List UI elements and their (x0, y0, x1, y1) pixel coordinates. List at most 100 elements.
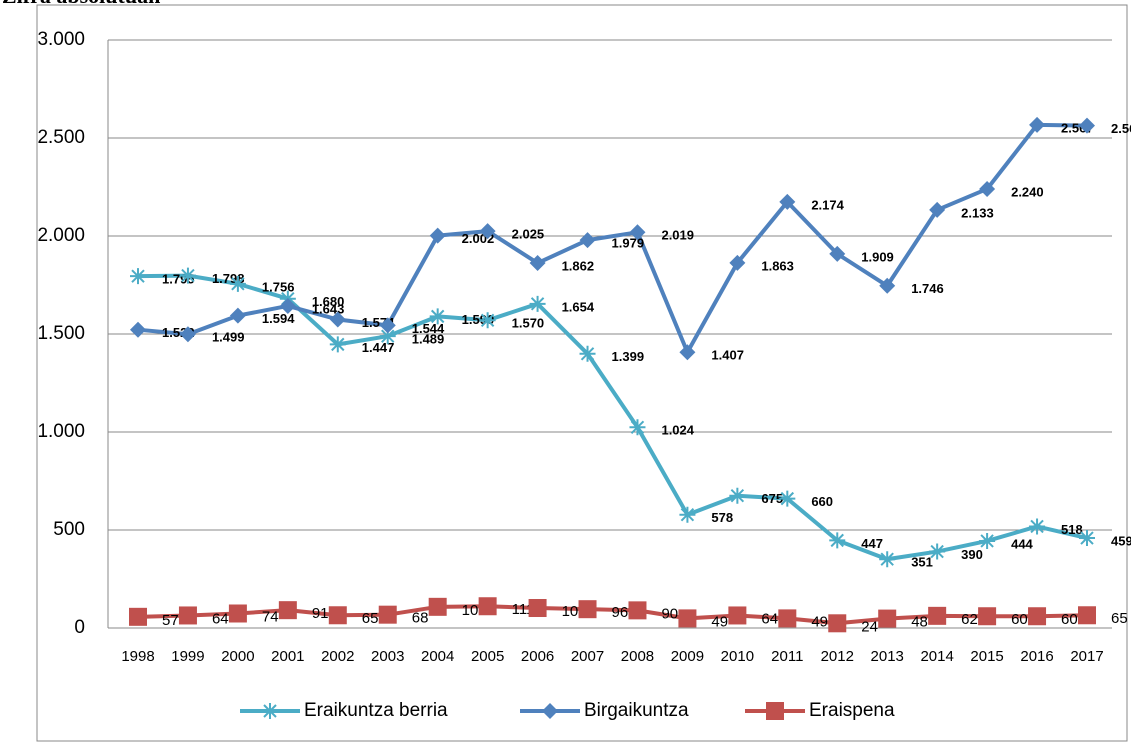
x-tick-label: 2011 (771, 648, 803, 665)
marker (329, 336, 346, 353)
marker (729, 254, 746, 271)
data-label: 62 (961, 611, 978, 628)
marker (929, 543, 946, 560)
data-label: 1.756 (262, 279, 295, 294)
data-label: 49 (711, 613, 728, 630)
marker (728, 606, 747, 625)
data-label: 57 (162, 612, 179, 629)
data-label: 2.240 (1011, 184, 1044, 199)
marker (929, 201, 946, 218)
data-label: 518 (1061, 522, 1083, 537)
data-label: 1.447 (362, 340, 395, 355)
marker (542, 703, 558, 719)
x-tick-label: 2002 (321, 648, 354, 665)
marker (879, 551, 896, 568)
x-tick-label: 1998 (121, 648, 154, 665)
y-tick-label: 2.500 (37, 127, 85, 148)
x-tick-label: 2016 (1020, 648, 1053, 665)
marker (678, 609, 697, 628)
marker (529, 255, 546, 272)
marker (779, 193, 796, 210)
data-label: 1.489 (412, 332, 445, 347)
data-label: 60 (1061, 611, 1078, 628)
marker (179, 267, 196, 284)
data-label: 96 (612, 604, 629, 621)
data-label: 578 (711, 510, 733, 525)
marker (829, 245, 846, 262)
data-label: 65 (362, 610, 379, 627)
marker (629, 419, 646, 436)
data-label: 390 (961, 547, 983, 562)
data-label: 1.407 (711, 348, 744, 363)
chart-title: Zifra absolutuan (2, 0, 160, 8)
marker (1029, 518, 1046, 535)
marker (262, 703, 278, 719)
marker (179, 326, 196, 343)
marker (429, 227, 446, 244)
x-tick-label: 2001 (271, 648, 304, 665)
y-tick-label: 500 (53, 519, 85, 540)
y-tick-label: 1.500 (37, 323, 85, 344)
marker (1028, 607, 1047, 626)
legend-label: Birgaikuntza (584, 700, 689, 721)
data-label: 660 (811, 494, 833, 509)
marker (228, 604, 247, 623)
marker (629, 224, 646, 241)
marker (579, 345, 596, 362)
data-label: 1.746 (911, 281, 944, 296)
data-label: 90 (661, 605, 678, 622)
marker (279, 297, 296, 314)
marker (529, 295, 546, 312)
x-tick-label: 2013 (871, 648, 904, 665)
data-label: 1.643 (312, 301, 345, 316)
marker (928, 606, 947, 625)
marker (130, 321, 146, 338)
x-tick-label: 2014 (920, 648, 953, 665)
data-label: 48 (911, 614, 928, 631)
data-label: 1.680 (312, 294, 345, 309)
data-label: 74 (262, 608, 279, 625)
x-tick-label: 2012 (821, 648, 854, 665)
marker (1079, 117, 1095, 134)
x-tick-label: 2006 (521, 648, 554, 665)
marker (628, 601, 647, 620)
data-label: 1.863 (761, 258, 794, 273)
marker (479, 312, 496, 329)
data-label: 447 (861, 536, 883, 551)
marker (828, 614, 847, 633)
data-label: 1.024 (661, 423, 694, 438)
data-label: 60 (1011, 611, 1028, 628)
marker (979, 180, 996, 197)
y-tick-label: 2.000 (37, 225, 85, 246)
marker (1079, 530, 1095, 547)
marker (229, 307, 246, 324)
marker (829, 532, 846, 549)
data-label: 49 (811, 613, 828, 630)
y-tick-label: 0 (74, 617, 85, 638)
y-tick-label: 1.000 (37, 421, 85, 442)
data-label: 2.174 (811, 197, 844, 212)
data-label: 2.563 (1111, 121, 1131, 136)
data-label: 64 (212, 610, 229, 627)
x-tick-label: 2017 (1070, 648, 1103, 665)
data-label: 2.019 (661, 228, 694, 243)
x-tick-label: 2005 (471, 648, 504, 665)
data-label: 1.909 (861, 249, 894, 264)
data-label: 1.654 (562, 299, 595, 314)
marker (379, 328, 396, 345)
marker (328, 606, 347, 625)
x-tick-label: 2009 (671, 648, 704, 665)
data-label: 675 (761, 491, 783, 506)
marker (766, 702, 784, 720)
marker (479, 223, 496, 240)
x-tick-label: 2015 (970, 648, 1003, 665)
marker (979, 532, 996, 549)
data-label: 65 (1111, 610, 1128, 627)
marker (379, 317, 396, 334)
marker (729, 487, 746, 504)
marker (229, 275, 246, 292)
marker (528, 599, 547, 618)
marker (329, 311, 346, 328)
marker (428, 597, 447, 616)
